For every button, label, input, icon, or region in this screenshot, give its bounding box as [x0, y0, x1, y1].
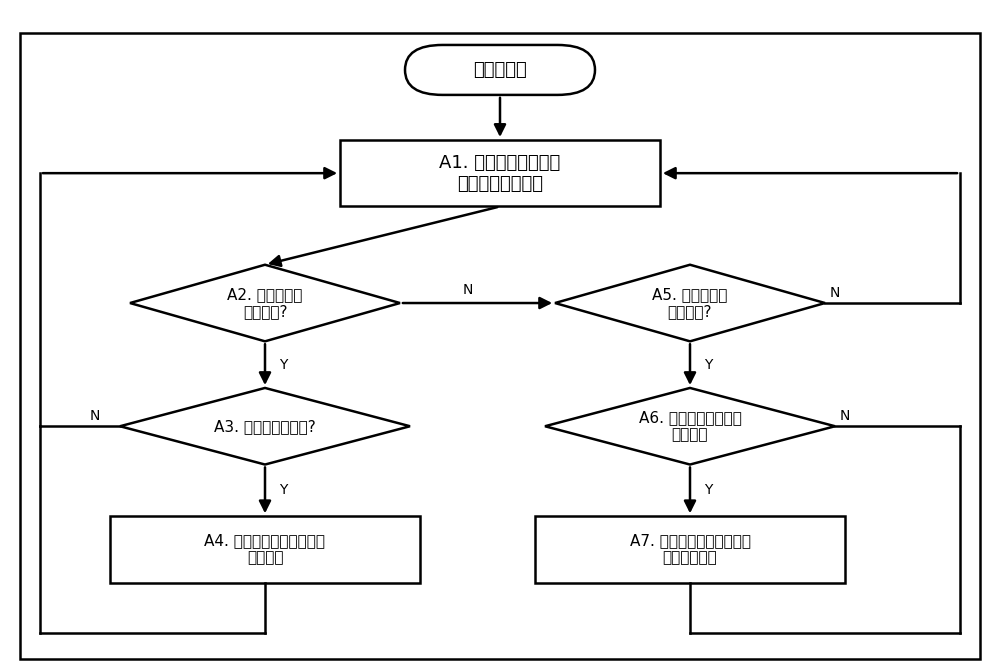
- Text: A2. 负载率低于
下限阈值?: A2. 负载率低于 下限阈值?: [227, 287, 303, 319]
- Text: A6. 是否有充电桩处于
充电状态: A6. 是否有充电桩处于 充电状态: [639, 410, 741, 442]
- Text: A3. 是否有充电请求?: A3. 是否有充电请求?: [214, 419, 316, 434]
- Polygon shape: [545, 388, 835, 465]
- Bar: [110, 516, 420, 583]
- Polygon shape: [555, 264, 825, 341]
- Bar: [340, 140, 660, 206]
- Text: N: N: [840, 409, 850, 424]
- Polygon shape: [130, 264, 400, 341]
- FancyBboxPatch shape: [405, 45, 595, 95]
- Text: 开机初始化: 开机初始化: [473, 61, 527, 79]
- Text: N: N: [462, 282, 473, 297]
- Text: Y: Y: [279, 358, 287, 372]
- Text: Y: Y: [704, 484, 712, 498]
- Text: A5. 负载率高于
上限阈值?: A5. 负载率高于 上限阈值?: [652, 287, 728, 319]
- Text: Y: Y: [279, 484, 287, 498]
- Text: A7. 向一台在用充电桩发出
停止充电指令: A7. 向一台在用充电桩发出 停止充电指令: [630, 533, 750, 565]
- Polygon shape: [120, 388, 410, 465]
- Text: N: N: [830, 286, 840, 300]
- Bar: [535, 516, 845, 583]
- Text: Y: Y: [704, 358, 712, 372]
- Text: A4. 向一台等待充电桩发出
充电指令: A4. 向一台等待充电桩发出 充电指令: [205, 533, 326, 565]
- Text: A1. 读取变压器传感器
计算变压器负载率: A1. 读取变压器传感器 计算变压器负载率: [439, 154, 561, 192]
- Text: N: N: [90, 409, 100, 424]
